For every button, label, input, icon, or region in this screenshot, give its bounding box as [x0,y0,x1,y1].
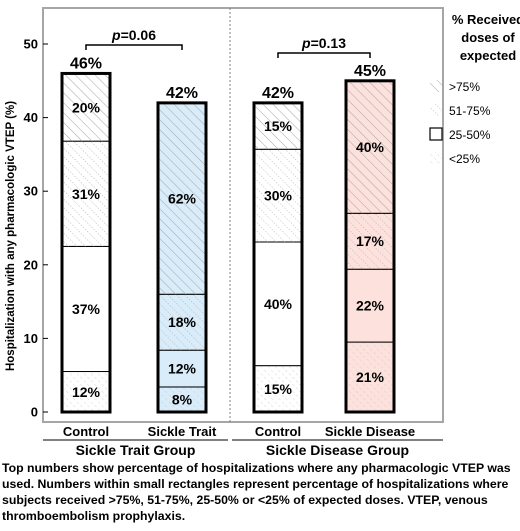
group-label: Sickle Disease Group [266,442,409,458]
segment-label: 62% [168,191,197,207]
bar-segment [61,245,111,373]
bar-segment-pattern [346,80,394,214]
bar-segment-pattern [62,141,110,247]
bar-outline [252,101,304,414]
figure-caption: Top numbers show percentage of hospitali… [2,461,511,523]
segment-label: 18% [168,314,197,330]
bar-segment-pattern [158,386,206,412]
plot-frame [42,7,444,423]
p-value-label: p=0.06 [111,27,156,43]
legend-swatch-pattern [430,104,442,116]
bar-segment-pattern [254,149,302,242]
y-axis-label: Hospitalization with any pharmacologic V… [5,101,17,371]
segment-label: 15% [264,118,293,134]
bar-total-label: 42% [166,85,198,102]
x-category-label: Sickle Disease [325,424,415,439]
x-category-label: Sickle Trait [148,424,217,439]
segment-label: 21% [356,369,385,385]
legend-label: >75% [449,80,480,94]
segment-label: 12% [168,361,197,377]
stacked-bar-chart: 0 10 20 30 40 50 Hospitalization with any phar… [5,7,520,458]
p-value-symbol: p [301,35,311,51]
y-tick-label: 50 [24,37,38,52]
segment-label: 22% [356,298,385,314]
bar-segment-pattern [62,73,110,142]
x-category-label: Control [255,424,301,439]
p-value-label: p=0.13 [301,35,346,51]
y-tick-label: 0 [31,405,38,420]
p-value-number: =0.13 [311,35,347,51]
y-tick-label: 30 [24,184,38,199]
legend-title-line: expected [460,48,516,63]
segment-label: 17% [356,233,385,249]
segment-label: 40% [264,296,293,312]
bar-segment-pattern [346,342,394,412]
bar-total-label: 45% [354,63,386,80]
legend-swatch [429,127,443,141]
segment-label: 31% [72,186,101,202]
legend-title-line: doses of [461,30,515,45]
segment-label: 37% [72,301,101,317]
segment-label: 40% [356,139,385,155]
bar-segment-pattern [62,371,110,412]
bar-total-label: 46% [70,55,102,72]
bar-segment-pattern [158,294,206,351]
segment-label: 12% [72,384,101,400]
legend-swatch-pattern [430,80,442,92]
p-value-number: =0.06 [121,27,157,43]
legend-label: <25% [449,152,480,166]
bar-segment-pattern [158,102,206,295]
legend-label: 25-50% [449,128,491,142]
p-value-symbol: p [111,27,121,43]
y-tick-label: 20 [24,257,38,272]
legend-label: 51-75% [449,104,491,118]
significance-bracket [85,44,183,50]
significance-bracket [277,52,371,58]
bar-outline [344,79,396,414]
segment-label: 30% [264,188,293,204]
bar-segment-pattern [254,102,302,150]
y-tick-label: 40 [24,110,38,125]
segment-label: 20% [72,99,101,115]
legend-swatch-pattern [430,152,442,164]
bar-segment-pattern [346,213,394,270]
bar-total-label: 42% [262,85,294,102]
legend-title-line: % Received [452,12,520,27]
bar-outline [156,101,208,414]
bar-segment-pattern [254,365,302,412]
group-label: Sickle Trait Group [76,442,196,458]
bar-outline [60,71,112,414]
segment-label: 8% [172,391,193,407]
y-tick-label: 10 [24,331,38,346]
x-category-label: Control [63,424,109,439]
segment-label: 15% [264,381,293,397]
